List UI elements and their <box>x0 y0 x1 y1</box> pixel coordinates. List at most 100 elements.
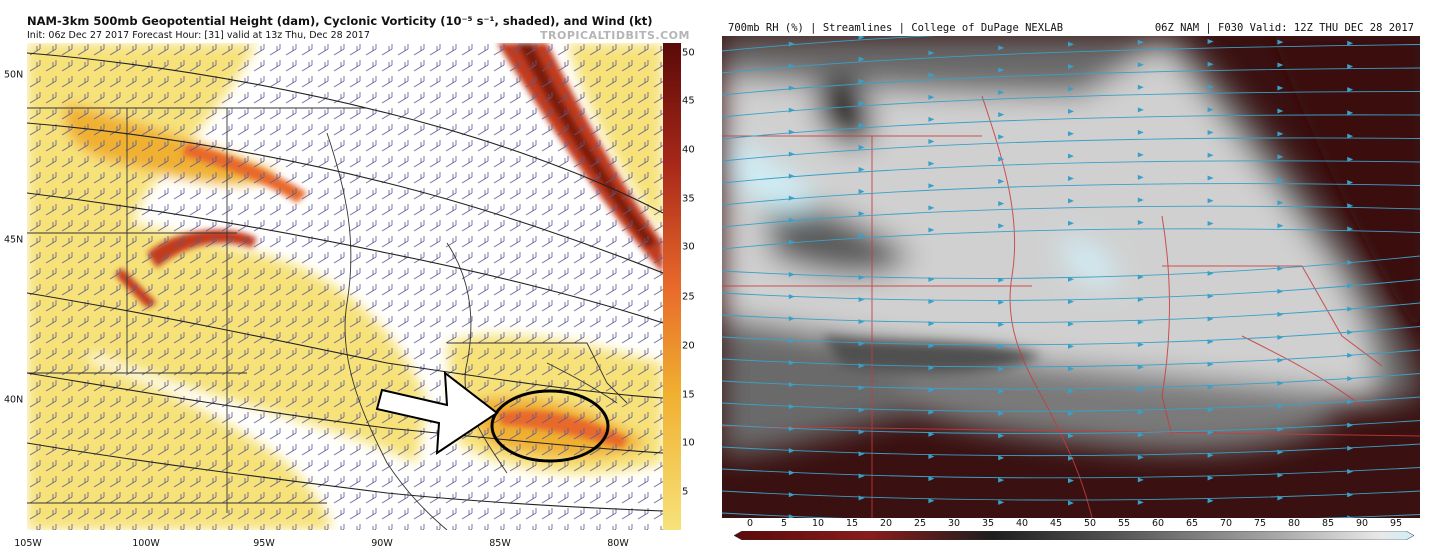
streamline-arrow <box>1207 61 1214 67</box>
streamline <box>722 36 936 52</box>
streamline-arrow <box>788 492 795 498</box>
streamline-arrow <box>998 299 1005 305</box>
streamline-arrow <box>788 217 795 223</box>
streamline-arrow <box>1068 433 1074 439</box>
streamline-arrow <box>928 431 935 437</box>
streamline-arrow <box>1277 223 1284 229</box>
vort-tick: 20 <box>682 340 695 352</box>
streamline-arrow <box>788 195 795 201</box>
streamline-arrow <box>858 429 865 435</box>
streamline-arrow <box>1137 364 1144 370</box>
streamline-arrow <box>1347 63 1354 69</box>
streamline <box>722 302 1420 324</box>
vort-tick: 45 <box>682 95 695 107</box>
vorticity-map-panel: NAM-3km 500mb Geopotential Height (dam),… <box>0 0 700 554</box>
rh-tick: 95 <box>1389 518 1403 529</box>
streamline-arrow <box>788 85 795 91</box>
lat-label-40n: 40N <box>4 394 24 406</box>
rh-tick: 65 <box>1185 518 1199 529</box>
streamline-arrow <box>1137 84 1144 90</box>
vort-tick: 30 <box>682 241 695 253</box>
rh-tick: 70 <box>1219 518 1233 529</box>
streamline-arrow <box>1137 129 1144 135</box>
lat-label-45n: 45N <box>4 234 24 246</box>
streamline-arrow <box>1277 62 1284 68</box>
streamline-arrow <box>858 495 865 501</box>
streamline <box>722 91 1420 118</box>
streamline-arrow <box>998 178 1005 184</box>
streamline-arrow <box>1068 131 1074 137</box>
streamline-arrow <box>1207 498 1214 504</box>
streamline-arrow <box>1207 384 1214 390</box>
rh-tick: 10 <box>811 518 825 529</box>
streamline <box>722 67 1420 96</box>
streamline-arrow <box>1068 388 1074 394</box>
streamline-arrow <box>1347 468 1354 474</box>
streamline-arrow <box>1068 299 1074 305</box>
streamline-arrow <box>928 50 935 56</box>
streamline-arrow <box>1277 426 1284 432</box>
streamline-arrow <box>788 360 795 366</box>
streamline-arrow <box>1137 432 1144 438</box>
rh-tick: 55 <box>1117 518 1131 529</box>
lon-label-85w: 85W <box>489 538 511 549</box>
streamline-arrow <box>1137 499 1144 505</box>
streamline <box>722 512 1420 518</box>
streamline-arrow <box>998 112 1005 118</box>
streamline <box>722 349 1420 368</box>
streamline-arrow <box>788 338 795 344</box>
streamline-arrow <box>928 183 935 189</box>
streamline-arrow <box>928 161 935 167</box>
left-map-subtitle: Init: 06z Dec 27 2017 Forecast Hour: [31… <box>27 30 370 41</box>
streamline-arrow <box>858 297 865 303</box>
streamline-arrow <box>1277 357 1284 363</box>
streamline-arrow <box>788 107 795 113</box>
rh-tick: 15 <box>845 518 859 529</box>
streamline-arrow <box>1068 86 1074 92</box>
vort-tick: 25 <box>682 291 695 303</box>
streamline-arrow <box>1137 220 1144 226</box>
lon-label-105w: 105W <box>14 538 42 549</box>
rh-tick: 75 <box>1253 518 1267 529</box>
streamline-arrow <box>1137 477 1144 483</box>
streamline-arrow <box>858 407 865 413</box>
streamline-arrow <box>998 455 1005 461</box>
streamline-arrow <box>998 410 1005 416</box>
streamline-arrow <box>1347 226 1354 232</box>
streamline-arrow <box>1207 107 1214 113</box>
streamline-arrow <box>1207 220 1214 226</box>
streamline-arrow <box>1277 311 1284 317</box>
streamline-arrow <box>1277 131 1284 137</box>
streamline-arrow <box>1207 475 1214 481</box>
streamline <box>722 396 1420 412</box>
streamline-arrow <box>1277 472 1284 478</box>
streamline-arrow <box>1277 403 1284 409</box>
streamline-arrow <box>1207 39 1214 45</box>
rh-tick: 85 <box>1321 518 1335 529</box>
streamline-arrow <box>788 382 795 388</box>
streamline-arrow <box>1347 203 1354 209</box>
vort-tick: 50 <box>682 47 695 59</box>
rh-tick: 50 <box>1083 518 1097 529</box>
rh-tick: 40 <box>1015 518 1029 529</box>
streamline-arrow <box>928 498 935 504</box>
streamline-arrow <box>1207 84 1214 90</box>
streamline-arrow <box>1137 454 1144 460</box>
streamline-arrow <box>858 341 865 347</box>
streamline-arrow <box>928 321 935 327</box>
streamline-arrow <box>788 63 795 69</box>
streamline-arrow <box>858 451 865 457</box>
streamline-arrow <box>998 277 1005 283</box>
streamline-arrow <box>1347 399 1354 405</box>
streamline-arrow <box>1137 274 1144 280</box>
vorticity-colorbar <box>663 43 681 530</box>
streamline-arrow <box>1137 62 1144 68</box>
rh-tick: 45 <box>1049 518 1063 529</box>
vort-tick: 10 <box>682 437 695 449</box>
streamline-arrow <box>858 100 865 106</box>
streamline-arrow <box>928 276 935 282</box>
vort-tick: 40 <box>682 144 695 156</box>
streamline-arrow <box>858 144 865 150</box>
streamline-arrow <box>1347 492 1354 498</box>
streamline-arrow <box>788 129 795 135</box>
